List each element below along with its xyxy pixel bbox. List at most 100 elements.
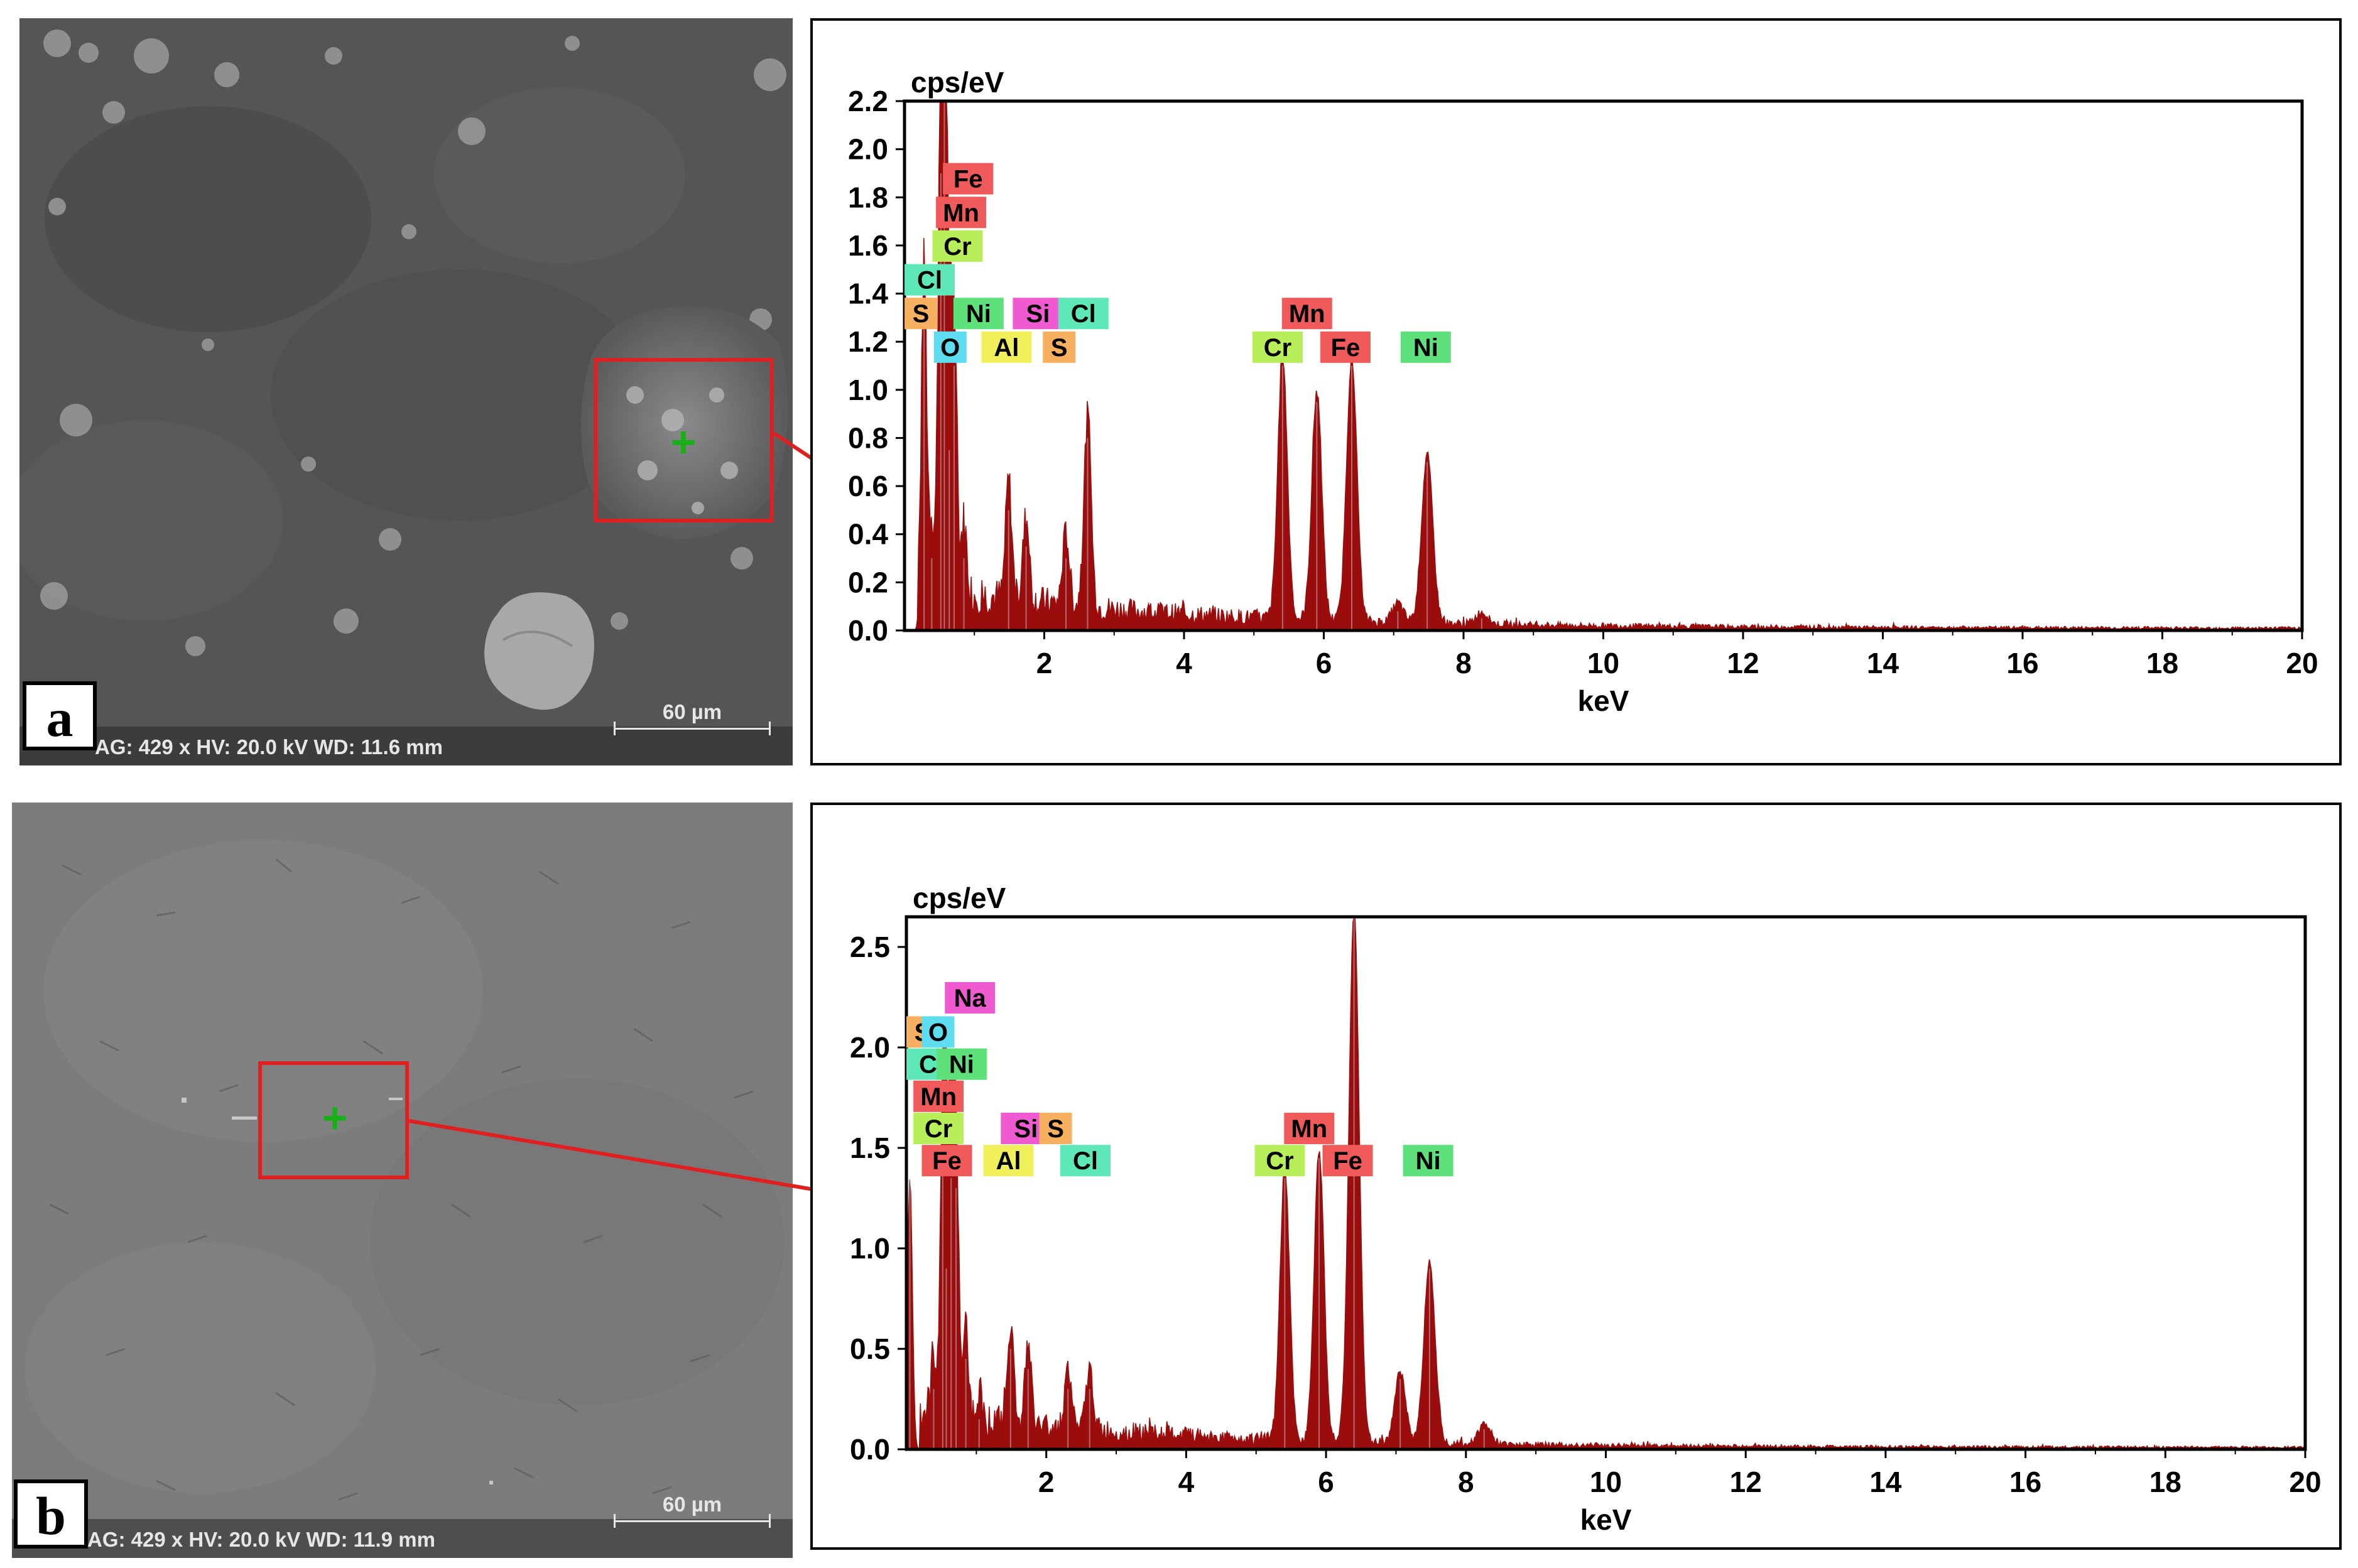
x-tick-label: 14 — [1867, 647, 1899, 679]
element-tag-bg — [943, 163, 994, 195]
x-tick-label: 10 — [1590, 1466, 1622, 1498]
x-tick-label: 18 — [2149, 1466, 2181, 1498]
x-axis-label: keV — [1578, 684, 1629, 717]
element-tag-text: Cl — [1071, 300, 1096, 328]
element-tag-bg — [1284, 1113, 1335, 1144]
element-tag-text: Si — [1026, 300, 1050, 328]
element-tag-text: Cl — [1073, 1147, 1098, 1175]
element-tag-text: Cr — [1264, 334, 1291, 362]
panel-label-a: a — [23, 681, 97, 750]
y-tick-label: 1.5 — [850, 1132, 890, 1164]
eds-spectrum-a: 0.0 0.2 0.4 0.6 0.8 1.0 1.2 1.4 1.6 1.8 2.0 2.2 2 4 6 8… — [810, 18, 2342, 765]
element-tag-bg — [913, 1113, 964, 1144]
element-tag-text: S — [1051, 334, 1068, 362]
element-tag-mn: Mn — [913, 1080, 964, 1112]
element-tag-text: Si — [1014, 1115, 1038, 1143]
x-tick-label: 12 — [1727, 647, 1759, 679]
spectrum-frame — [810, 18, 2342, 765]
spectrum-series — [905, 100, 2303, 631]
x-tick-label: 6 — [1318, 1466, 1334, 1498]
panel-label-b: b — [14, 1479, 88, 1549]
element-tag-text: S — [913, 300, 930, 328]
element-tag-bg — [936, 1048, 987, 1080]
element-tag-fe: Fe — [1320, 331, 1371, 363]
y-tick-label: 0.2 — [848, 566, 888, 598]
x-tick-label: 20 — [2289, 1466, 2321, 1498]
element-tag-s: S — [905, 298, 937, 330]
element-tag-text: Cr — [1266, 1147, 1293, 1175]
element-tag-bg — [913, 1080, 964, 1112]
x-tick-label: 16 — [2006, 647, 2038, 679]
element-tag-bg — [1320, 331, 1371, 363]
element-tag-bg — [953, 298, 1004, 330]
scale-bar-b: 60 µm — [614, 1493, 771, 1528]
element-tag-bg — [905, 298, 937, 330]
element-tag-fe: Fe — [921, 1145, 972, 1177]
element-tag-bg — [1403, 1145, 1453, 1177]
element-tag-bg — [933, 331, 967, 363]
x-axis-label: keV — [1580, 1503, 1632, 1536]
element-tag-si: Si — [1013, 298, 1063, 330]
element-tag-bg — [1254, 1145, 1305, 1177]
y-tick-label: 1.2 — [848, 325, 888, 358]
y-tick-label: 0.5 — [850, 1333, 890, 1365]
sem-databar-b: 60 µm AG: 429 x HV: 20.0 kV WD: 11.9 mm — [12, 1493, 793, 1558]
x-tick-label: 8 — [1458, 1466, 1474, 1498]
point-marker-a: + — [670, 418, 697, 467]
x-tick-label: 2 — [1036, 647, 1053, 679]
element-tag-text: Cl — [917, 267, 942, 295]
element-tag-text: Mn — [1291, 1115, 1327, 1143]
element-tag-ni: Ni — [1403, 1145, 1453, 1177]
x-tick-label: 14 — [1869, 1466, 1902, 1498]
element-tag-fe: Fe — [1322, 1145, 1373, 1177]
element-tag-bg — [983, 1145, 1034, 1177]
sem-info-a: AG: 429 x HV: 20.0 kV WD: 11.6 mm — [95, 735, 443, 759]
selection-box-b — [258, 1061, 409, 1179]
x-tick-label: 10 — [1587, 647, 1619, 679]
element-tag-text: Ni — [1416, 1147, 1441, 1175]
x-tick-label: 4 — [1176, 647, 1192, 679]
x-tick-label: 16 — [2009, 1466, 2041, 1498]
element-tag-text: Fe — [932, 1147, 962, 1175]
y-tick-label: 2.0 — [848, 133, 888, 166]
element-tag-cr: Cr — [913, 1113, 964, 1144]
element-tag-text: Fe — [1331, 334, 1361, 362]
element-tag-mn: Mn — [1281, 298, 1332, 330]
element-tag-text: Ni — [1413, 334, 1438, 362]
x-tick-label: 20 — [2286, 647, 2318, 679]
element-tag-text: O — [940, 334, 960, 362]
y-axis-label: cps/eV — [913, 882, 1006, 914]
element-tag-text: Al — [994, 334, 1019, 362]
element-tag-text: Mn — [920, 1083, 957, 1111]
element-tag-bg — [936, 197, 987, 229]
element-tag-bg — [1322, 1145, 1373, 1177]
element-tag-bg — [921, 1145, 972, 1177]
y-tick-label: 0.0 — [850, 1433, 890, 1466]
element-tag-cl: Cl — [905, 264, 955, 296]
element-tag-o: O — [921, 1016, 955, 1048]
y-tick-label: 1.4 — [848, 278, 888, 310]
element-tag-text: Cr — [925, 1115, 952, 1143]
element-tag-text: Ni — [966, 300, 991, 328]
element-tag-al: Al — [981, 331, 1032, 363]
element-tag-bg — [1043, 331, 1076, 363]
element-tag-ni: Ni — [1400, 331, 1451, 363]
element-tag-bg — [1039, 1113, 1072, 1144]
element-tag-text: O — [928, 1019, 948, 1046]
element-tag-text: Mn — [943, 199, 979, 227]
element-tag-ni: Ni — [936, 1048, 987, 1080]
scale-label-b: 60 µm — [662, 1493, 722, 1516]
eds-spectrum-b: 0.0 0.5 1.0 1.5 2.0 2.5 2 4 6 8 10 12 14 16 18 20 cps/eV… — [810, 803, 2342, 1550]
element-tag-cr: Cr — [1252, 331, 1303, 363]
element-tag-bg — [1400, 331, 1451, 363]
sem-info-b: AG: 429 x HV: 20.0 kV WD: 11.9 mm — [87, 1528, 435, 1551]
sem-image-a: 60 µm AG: 429 x HV: 20.0 kV WD: 11.6 mm — [19, 18, 793, 765]
element-tag-text: Cr — [943, 233, 971, 261]
element-tag-text: Mn — [1289, 300, 1325, 328]
element-tag-bg — [905, 264, 955, 296]
element-tag-bg — [945, 982, 996, 1014]
element-tag-cl: Cl — [1060, 1145, 1111, 1177]
element-tag-bg — [981, 331, 1032, 363]
element-tag-bg — [1058, 298, 1109, 330]
element-tag-text: Fe — [954, 166, 983, 193]
